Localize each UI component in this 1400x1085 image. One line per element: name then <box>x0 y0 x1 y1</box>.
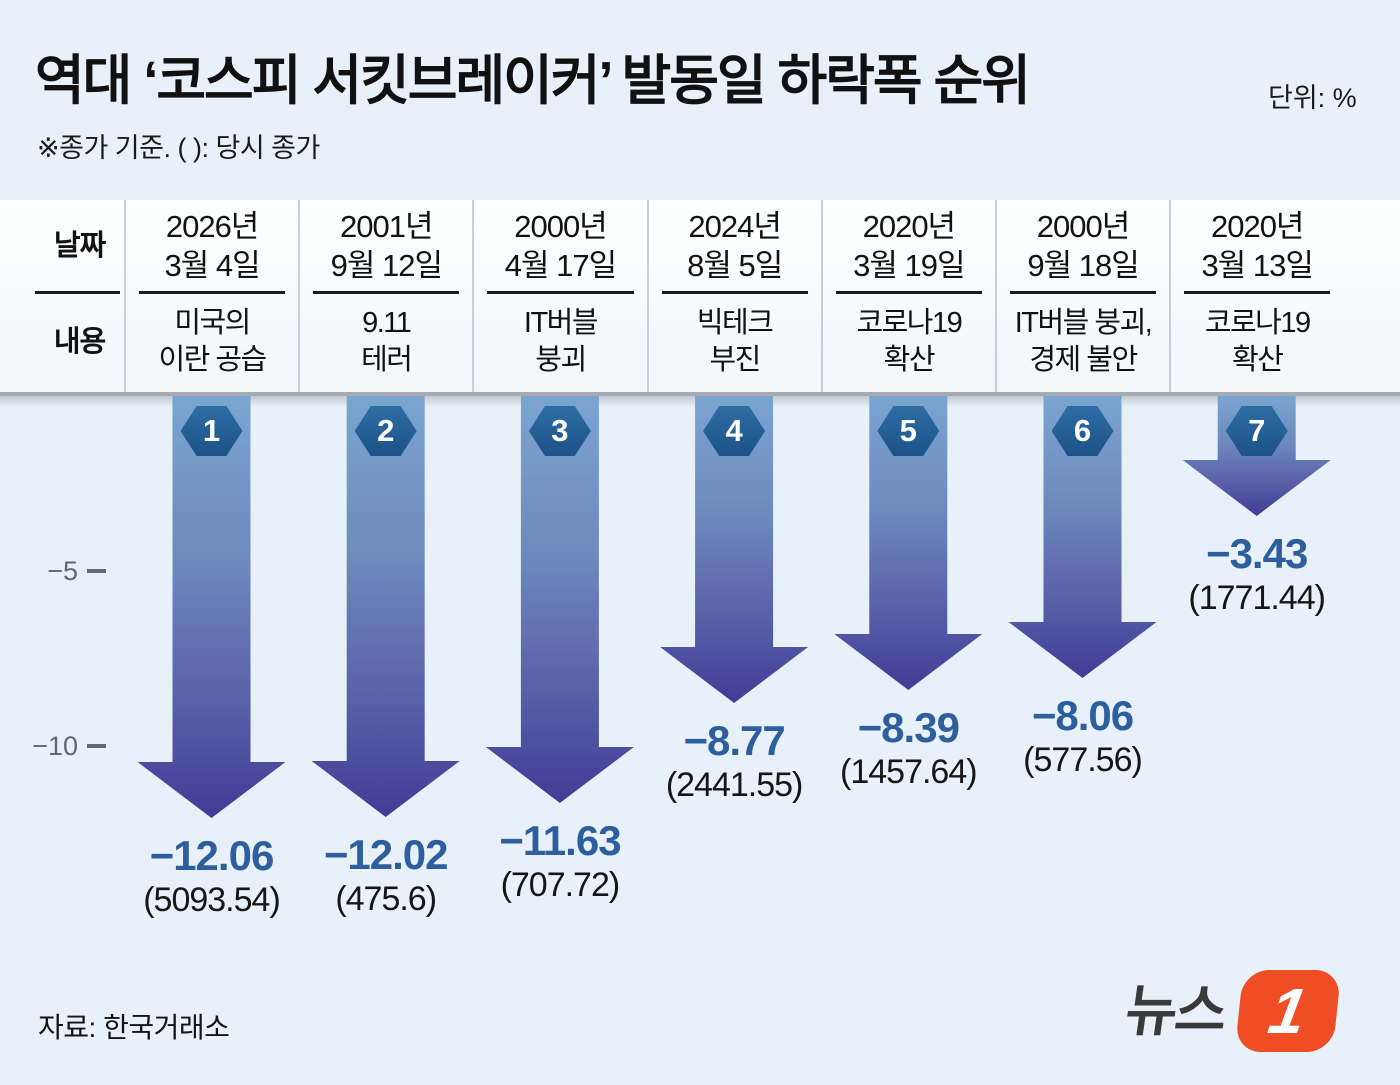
decline-arrow: 4 <box>660 396 808 703</box>
event-description: IT버블 붕괴 <box>523 307 599 376</box>
events-table-grid: 날짜 내용 2026년 3월 4일 미국의 이란 공습 2001년 9월 12일… <box>35 200 1343 392</box>
event-date: 2020년 3월 19일 <box>823 200 995 294</box>
event-date: 2020년 3월 13일 <box>1171 200 1343 294</box>
closing-price: (707.72) <box>500 866 621 904</box>
event-column: 2000년 9월 18일 IT버블 붕괴, 경제 불안 <box>994 200 1169 392</box>
closing-price: (475.6) <box>335 880 437 918</box>
rank-badge: 4 <box>703 406 765 456</box>
page-title: 역대 ‘코스피 서킷브레이커’ 발동일 하락폭 순위 <box>35 51 1031 111</box>
row-header-date: 날짜 <box>35 200 124 294</box>
event-date: 2024년 8월 5일 <box>649 200 821 294</box>
decline-percent: −12.02 <box>323 831 449 878</box>
decline-percent: −12.06 <box>149 832 275 879</box>
row-header-column: 날짜 내용 <box>35 200 124 392</box>
rank-badge: 1 <box>181 406 243 456</box>
decline-percent: −3.43 <box>1206 530 1308 577</box>
event-description: 코로나19 확산 <box>856 307 962 376</box>
decline-percent: −8.39 <box>857 704 960 751</box>
event-column: 2020년 3월 19일 코로나19 확산 <box>820 200 995 392</box>
decline-value-label: −8.39 (1457.64) <box>788 706 1028 792</box>
news1-logo-text: 뉴스 <box>1121 979 1230 1042</box>
unit-label: 단위: % <box>1268 83 1357 113</box>
news1-logo-one: 1 <box>1263 975 1313 1047</box>
source-credit: 자료: 한국거래소 <box>38 1012 230 1043</box>
event-description: IT버블 붕괴, 경제 불안 <box>1014 307 1153 376</box>
decline-arrow: 1 <box>138 396 286 818</box>
rank-badge: 7 <box>1226 406 1288 456</box>
y-axis-tick-label: −5 <box>47 556 78 586</box>
closing-price: (2441.55) <box>665 766 804 804</box>
event-description: 코로나19 확산 <box>1204 307 1311 376</box>
rank-badge: 6 <box>1052 406 1114 456</box>
news1-logo: 뉴스 1 <box>1122 968 1342 1054</box>
events-table: 날짜 내용 2026년 3월 4일 미국의 이란 공습 2001년 9월 12일… <box>0 200 1400 392</box>
news1-logo-badge: 1 <box>1234 970 1342 1052</box>
y-axis-tick-label: −10 <box>32 731 78 761</box>
event-column: 2020년 3월 13일 코로나19 확산 <box>1169 200 1343 392</box>
rank-badge: 2 <box>355 406 417 456</box>
closing-price: (5093.54) <box>143 881 281 919</box>
decline-arrow: 5 <box>834 396 982 690</box>
event-date: 2000년 4월 17일 <box>474 200 646 294</box>
decline-percent: −8.06 <box>1031 692 1134 739</box>
decline-arrow: 3 <box>486 396 634 803</box>
decline-value-label: −8.77 (2441.55) <box>614 719 854 805</box>
rank-badge: 3 <box>529 406 591 456</box>
decline-value-label: −3.43 (1771.44) <box>1137 532 1377 618</box>
decline-value-label: −12.06 (5093.54) <box>92 834 332 920</box>
decline-arrow: 2 <box>312 396 460 817</box>
decline-percent: −8.77 <box>683 717 785 764</box>
y-axis-tick-mark <box>87 744 106 748</box>
y-axis-tick-mark <box>87 569 106 573</box>
closing-price: (577.56) <box>1023 741 1143 779</box>
decline-arrow: 7 <box>1183 396 1331 516</box>
event-column: 2024년 8월 5일 빅테크 부진 <box>646 200 821 392</box>
event-column: 2001년 9월 12일 9.11 테러 <box>298 200 472 392</box>
event-description: 미국의 이란 공습 <box>158 307 267 376</box>
decline-value-label: −12.02 (475.6) <box>266 833 506 919</box>
event-description: 빅테크 부진 <box>696 307 774 376</box>
closing-price: (1457.64) <box>840 753 978 791</box>
event-date: 2026년 3월 4일 <box>126 200 298 294</box>
decline-value-label: −11.63 (707.72) <box>440 819 680 905</box>
closing-price: (1771.44) <box>1188 579 1326 617</box>
decline-arrow: 6 <box>1009 396 1157 678</box>
decline-percent: −11.63 <box>499 817 621 864</box>
rank-badge: 5 <box>877 406 939 456</box>
event-column: 2026년 3월 4일 미국의 이란 공습 <box>124 200 298 392</box>
event-date: 2000년 9월 18일 <box>997 200 1169 294</box>
event-description: 9.11 테러 <box>361 307 413 376</box>
row-header-event: 내용 <box>53 325 106 358</box>
subtitle-note: ※종가 기준. ( ): 당시 종가 <box>37 133 320 163</box>
event-column: 2000년 4월 17일 IT버블 붕괴 <box>472 200 646 392</box>
event-date: 2001년 9월 12일 <box>300 200 472 294</box>
decline-value-label: −8.06 (577.56) <box>963 694 1203 780</box>
